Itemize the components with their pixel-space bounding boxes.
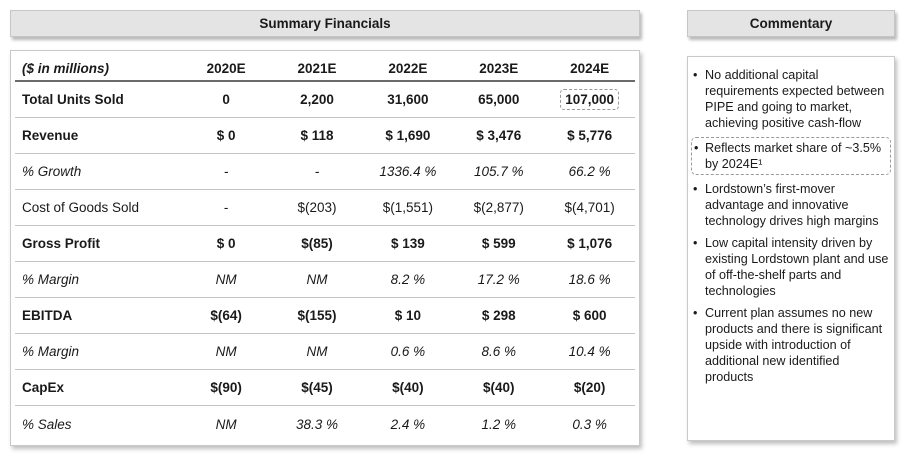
col-2020e: 2020E	[206, 61, 246, 76]
row-label: % Margin	[22, 272, 80, 287]
row-label: % Growth	[22, 164, 82, 179]
cell: $ 0	[216, 236, 236, 251]
cell: 66.2 %	[568, 164, 611, 179]
cell: $(45)	[301, 380, 333, 395]
cell: NM	[215, 416, 237, 432]
row-label: Cost of Goods Sold	[22, 200, 140, 215]
commentary-bullet-highlighted: Reflects market share of ~3.5% by 2024E¹	[691, 137, 891, 175]
table-row-cogs: Cost of Goods Sold - $(203) $(1,551) $(2…	[15, 190, 635, 226]
cell: $(40)	[482, 380, 515, 395]
cell: $(20)	[573, 380, 606, 395]
row-label: CapEx	[22, 380, 65, 395]
table-row-total-units: Total Units Sold 0 2,200 31,600 65,000 1…	[15, 82, 635, 118]
cell: $ 5,776	[567, 128, 613, 143]
units-note: ($ in millions)	[22, 61, 110, 76]
commentary-banner: Commentary	[687, 10, 895, 37]
cell: 2.4 %	[390, 416, 426, 432]
cell: $ 599	[481, 236, 516, 251]
summary-title: Summary Financials	[259, 16, 391, 31]
table-row-capex: CapEx $(90) $(45) $(40) $(40) $(20)	[15, 370, 635, 406]
cell: NM	[306, 344, 328, 359]
cell: NM	[215, 272, 237, 287]
commentary-bullet: No additional capital requirements expec…	[693, 67, 889, 131]
cell: $ 139	[390, 236, 425, 251]
cell: $ 10	[394, 308, 422, 323]
cell: 10.4 %	[568, 344, 611, 359]
cell: $(2,877)	[473, 200, 524, 215]
cell: $(90)	[210, 380, 242, 395]
cell: 0	[222, 92, 230, 107]
cell-highlighted: 107,000	[544, 89, 635, 110]
commentary-panel: No additional capital requirements expec…	[687, 56, 895, 441]
cell: -	[314, 164, 320, 179]
commentary-bullet: Lordstown’s first-mover advantage and in…	[693, 181, 889, 229]
cell: 38.3 %	[296, 416, 339, 432]
table-row-sales: % Sales NM 38.3 % 2.4 % 1.2 % 0.3 %	[15, 406, 635, 442]
col-2023e: 2023E	[479, 61, 519, 76]
highlight-box: 107,000	[560, 89, 619, 110]
cell: $ 1,076	[567, 236, 613, 251]
cell: $(203)	[297, 200, 337, 215]
cell: $ 0	[216, 128, 236, 143]
col-2022e: 2022E	[388, 61, 428, 76]
row-label: Revenue	[22, 128, 79, 143]
cell: NM	[306, 272, 328, 287]
cell: $ 118	[300, 128, 334, 143]
cell: 18.6 %	[568, 272, 611, 287]
cell: $ 3,476	[476, 128, 522, 143]
cell: -	[223, 164, 229, 179]
cell: 31,600	[387, 92, 429, 107]
cell: NM	[215, 344, 237, 359]
row-label: Gross Profit	[22, 236, 101, 251]
cell: -	[223, 200, 229, 215]
cell: $ 298	[481, 308, 516, 323]
financials-table: ($ in millions) 2020E 2021E 2022E 2023E …	[10, 50, 640, 446]
cell: 17.2 %	[477, 272, 520, 287]
table-row-gross-margin: % Margin NM NM 8.2 % 17.2 % 18.6 %	[15, 262, 635, 298]
cell: 0.6 %	[390, 344, 426, 359]
commentary-title: Commentary	[749, 16, 833, 31]
cell: 65,000	[478, 92, 520, 107]
row-label: % Sales	[22, 416, 72, 432]
cell: 2,200	[300, 92, 334, 107]
cell: 1.2 %	[481, 416, 516, 432]
table-row-gross-profit: Gross Profit $ 0 $(85) $ 139 $ 599 $ 1,0…	[15, 226, 635, 262]
row-label: EBITDA	[22, 308, 73, 323]
cell: $(4,701)	[564, 200, 615, 215]
cell: $(1,551)	[382, 200, 434, 215]
cell: 105.7 %	[473, 164, 524, 179]
commentary-list: No additional capital requirements expec…	[688, 57, 894, 385]
table-header-row: ($ in millions) 2020E 2021E 2022E 2023E …	[15, 51, 635, 82]
cell: $(64)	[210, 308, 242, 323]
cell: $ 600	[572, 308, 607, 323]
commentary-bullet: Current plan assumes no new products and…	[693, 305, 889, 385]
col-2024e: 2024E	[570, 61, 610, 76]
cell: 0.3 %	[572, 416, 607, 432]
summary-financials-banner: Summary Financials	[10, 10, 640, 37]
cell: $(155)	[297, 308, 337, 323]
cell: 1336.4 %	[379, 164, 437, 179]
cell: $(85)	[301, 236, 333, 251]
row-label: % Margin	[22, 344, 80, 359]
table-row-ebitda: EBITDA $(64) $(155) $ 10 $ 298 $ 600	[15, 298, 635, 334]
row-label: Total Units Sold	[22, 92, 124, 107]
cell: $(40)	[392, 380, 424, 395]
cell: 8.6 %	[481, 344, 516, 359]
table-row-ebitda-margin: % Margin NM NM 0.6 % 8.6 % 10.4 %	[15, 334, 635, 370]
col-2021e: 2021E	[297, 61, 337, 76]
table-row-revenue: Revenue $ 0 $ 118 $ 1,690 $ 3,476 $ 5,77…	[15, 118, 635, 154]
commentary-bullet: Low capital intensity driven by existing…	[693, 235, 889, 299]
cell: 8.2 %	[390, 272, 426, 287]
cell: $ 1,690	[385, 128, 431, 143]
table-row-growth: % Growth - - 1336.4 % 105.7 % 66.2 %	[15, 154, 635, 190]
